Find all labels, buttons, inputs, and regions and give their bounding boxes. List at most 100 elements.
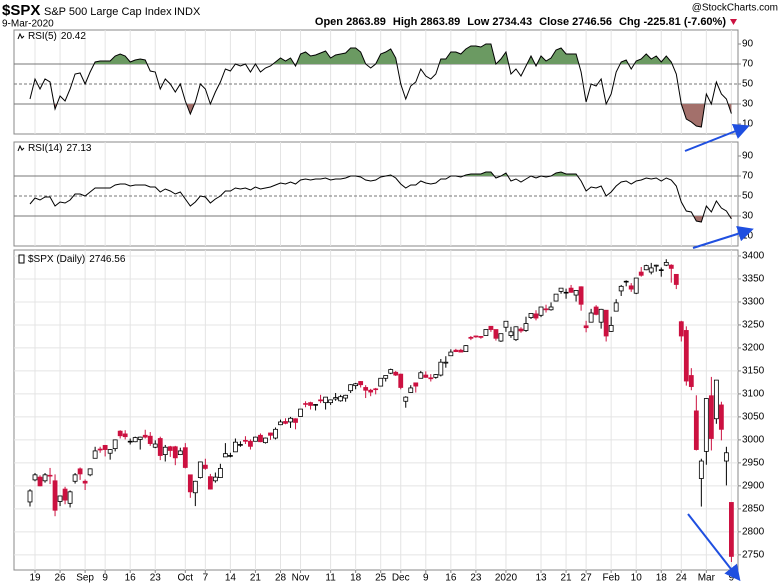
x-tick-label: 9 <box>423 573 429 584</box>
candle-body <box>147 435 153 444</box>
candle-body <box>82 480 88 484</box>
candle-body <box>438 361 444 376</box>
candle-body <box>378 377 384 387</box>
candle-body <box>513 326 519 341</box>
y-tick-label: 2900 <box>742 481 765 492</box>
y-tick-label: 3300 <box>742 297 765 308</box>
candle-body <box>408 387 414 393</box>
indicator-legend: RSI(14) 27.13 <box>28 143 92 154</box>
candle-body <box>27 490 33 503</box>
candle-body <box>142 434 148 438</box>
indicator-line <box>29 43 732 128</box>
candle-body <box>92 450 98 459</box>
y-tick-label: 3250 <box>742 320 765 331</box>
x-tick-label: 13 <box>535 573 547 584</box>
high-label: High <box>393 16 418 28</box>
candle-body <box>107 449 113 454</box>
series-last: 2746.56 <box>89 254 126 265</box>
candle-body <box>227 455 233 457</box>
candle-body <box>583 325 589 329</box>
panel-frame <box>13 249 739 571</box>
candle-body <box>538 306 544 316</box>
y-tick-label: 3350 <box>742 274 765 285</box>
candle-body <box>563 291 569 294</box>
candle-body <box>588 312 594 323</box>
y-tick-label: 2750 <box>742 549 765 560</box>
y-tick-label: 50 <box>742 79 754 90</box>
candle-body <box>373 388 379 391</box>
candle-body <box>653 264 659 267</box>
x-tick-label: 21 <box>250 573 262 584</box>
candle-body <box>283 421 288 424</box>
candle-body <box>222 453 228 458</box>
candle-body <box>348 384 354 392</box>
candle-body <box>293 418 298 423</box>
x-tick-label: 23 <box>470 573 482 584</box>
candle-body <box>258 434 263 443</box>
candle-body <box>333 397 339 400</box>
candle-body <box>718 404 724 430</box>
candle-body <box>463 345 469 353</box>
candle-body <box>217 467 223 478</box>
candle-body <box>658 269 664 271</box>
exchange: INDX <box>174 6 201 18</box>
legend-icon <box>18 254 25 264</box>
indicator-last: 20.42 <box>61 31 86 42</box>
x-tick-label: 18 <box>656 573 668 584</box>
candle-body <box>528 313 534 318</box>
candle-body <box>443 361 449 364</box>
x-tick-label: 18 <box>350 573 362 584</box>
candle-body <box>273 428 278 439</box>
x-tick-label: Oct <box>178 573 194 584</box>
y-tick-label: 2850 <box>742 503 765 514</box>
candle-body <box>32 474 38 481</box>
indicator-name: RSI(14) <box>28 143 62 154</box>
y-tick-label: 3200 <box>742 343 765 354</box>
candle-body <box>157 438 163 456</box>
candle-body <box>613 302 619 312</box>
candle-body <box>638 271 644 276</box>
candle-body <box>87 468 93 476</box>
candle-body <box>288 417 293 423</box>
indicator-line <box>29 171 732 223</box>
candle-body <box>167 446 173 451</box>
x-tick-label: Mar <box>698 573 716 584</box>
x-tick-label: 19 <box>29 573 41 584</box>
x-tick-label: 9 <box>102 573 108 584</box>
x-tick-label: 9 <box>729 573 735 584</box>
candle-body <box>478 336 484 338</box>
indicator-name: RSI(5) <box>28 31 57 42</box>
x-tick-label: 23 <box>150 573 162 584</box>
candle-body <box>202 464 208 469</box>
close-value: 2746.56 <box>572 16 612 28</box>
candle-body <box>698 460 704 479</box>
indicator-last: 27.13 <box>66 143 91 154</box>
open-label: Open <box>315 16 343 28</box>
candle-body <box>353 383 359 387</box>
low-label: Low <box>467 16 489 28</box>
candle-body <box>57 495 63 502</box>
candle-body <box>328 399 334 404</box>
y-tick-label: 50 <box>742 191 754 202</box>
candle-body <box>263 437 268 444</box>
symbol: $SPX <box>2 2 40 19</box>
candle-body <box>67 491 73 504</box>
candle-body <box>298 408 303 417</box>
candle-body <box>693 410 699 450</box>
candle-body <box>72 474 78 482</box>
y-tick-label: 70 <box>742 59 754 70</box>
candle-body <box>233 441 238 453</box>
candle-body <box>533 313 539 319</box>
candle-body <box>102 445 108 450</box>
candle-body <box>688 375 694 387</box>
candle-body <box>77 468 83 475</box>
candle-body <box>303 403 308 405</box>
candle-body <box>313 404 318 406</box>
security-name: S&P 500 Large Cap Index <box>44 6 172 18</box>
candle-body <box>683 330 689 382</box>
candle-body <box>308 402 313 406</box>
x-tick-label: Nov <box>292 573 310 584</box>
y-tick-label: 3050 <box>742 412 765 423</box>
high-value: 2863.89 <box>420 16 460 28</box>
